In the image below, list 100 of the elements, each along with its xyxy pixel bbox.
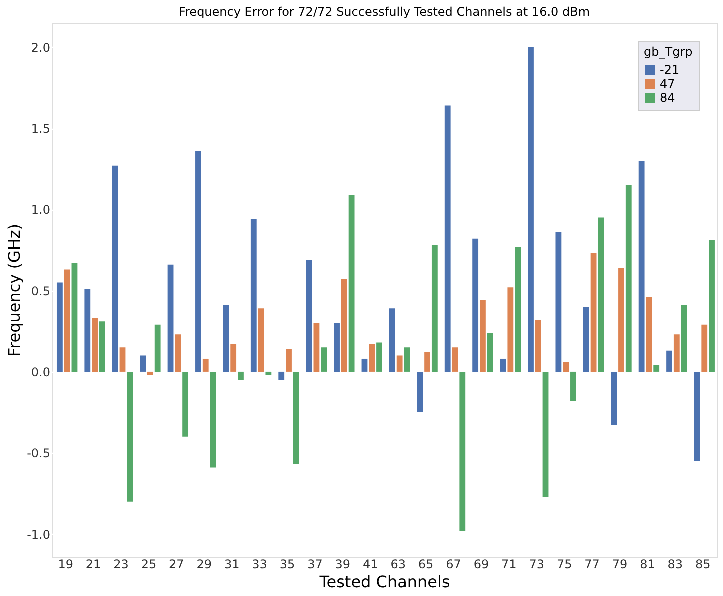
bar [362,358,368,372]
bar [278,372,285,380]
legend-label: 47 [660,77,676,91]
bar [528,47,534,372]
bar [654,365,660,372]
x-tick-label: 73 [529,558,545,572]
bar [611,372,618,426]
bar [389,308,396,372]
bar [709,240,715,372]
bar [646,297,652,372]
bar [570,372,576,402]
bar [694,372,700,462]
bar [72,263,78,372]
bar [556,232,562,372]
bar [638,160,645,372]
bar [674,334,680,372]
legend-label: 84 [660,91,676,105]
x-tick-label: 71 [502,558,517,572]
bar [542,372,549,497]
bar [168,264,174,372]
bar [681,305,688,372]
bar [238,372,244,380]
x-tick-label: 19 [58,558,74,572]
bar [460,372,466,532]
bar [702,324,708,372]
bar [626,185,632,372]
bar [154,324,161,372]
x-tick-label: 79 [612,558,628,572]
bar [376,342,382,372]
bar [424,352,430,372]
legend-title: gb_Tgrp [644,45,693,59]
bar [348,195,355,372]
bar [583,307,590,372]
x-tick-label: 83 [668,558,684,572]
x-tick-label: 21 [86,558,102,572]
bar [293,372,300,464]
x-tick-label: 35 [280,558,296,572]
x-tick-label: 27 [169,558,184,572]
x-tick-label: 33 [252,558,268,572]
bar [112,166,118,372]
x-tick-label: 25 [141,558,157,572]
bar [341,279,348,372]
bar [515,246,522,372]
bar [487,333,494,372]
bar [230,344,237,372]
x-tick-label: 41 [363,558,378,572]
y-tick-label: 0.0 [31,365,50,380]
x-axis-title: Tested Channels [318,572,450,592]
x-tick-label: 67 [446,558,462,572]
x-tick-label: 23 [114,558,129,572]
bar [182,372,189,437]
bar [258,308,264,372]
bar [140,356,146,372]
bar [266,372,272,376]
bar [480,300,486,372]
bar [563,362,570,372]
x-tick-label: 69 [474,558,490,572]
x-tick-label: 63 [390,558,406,572]
bar [598,218,604,372]
bar [127,372,134,502]
bar [590,253,597,372]
bar [321,348,328,372]
bar [202,358,209,372]
bar [92,318,98,372]
bar [56,282,63,372]
bar [508,288,514,372]
y-tick-label: 1.0 [31,203,50,218]
bar [148,372,154,376]
y-tick-label: -0.5 [27,446,50,461]
x-tick-label: 29 [196,558,212,572]
bar [210,372,216,468]
bar [334,323,340,372]
y-tick-label: 0.5 [31,284,50,298]
bar [314,323,320,372]
bar [500,358,506,372]
bar [175,334,182,372]
y-tick-label: 1.5 [31,122,50,136]
bar [432,245,438,372]
x-tick-label: 75 [556,558,572,572]
x-tick-label: 77 [584,558,600,572]
bar [666,350,672,372]
bar [444,106,451,372]
bar [250,219,257,372]
bar [84,289,91,372]
bar [618,268,624,372]
bar [120,348,126,372]
chart-title: Frequency Error for 72/72 Successfully Tested Channels at 16.0 dBm [178,5,590,19]
bar [306,260,312,372]
bar [535,320,542,372]
bar [223,305,230,372]
bar [404,348,410,372]
y-tick-label: 2.0 [31,40,50,55]
x-tick-label: 81 [640,558,656,572]
bar [396,356,403,372]
bar [64,270,70,372]
bar [286,349,292,372]
bar [196,151,202,372]
y-tick-label: -1.0 [27,528,50,542]
x-tick-label: 37 [308,558,323,572]
bar [452,348,458,372]
